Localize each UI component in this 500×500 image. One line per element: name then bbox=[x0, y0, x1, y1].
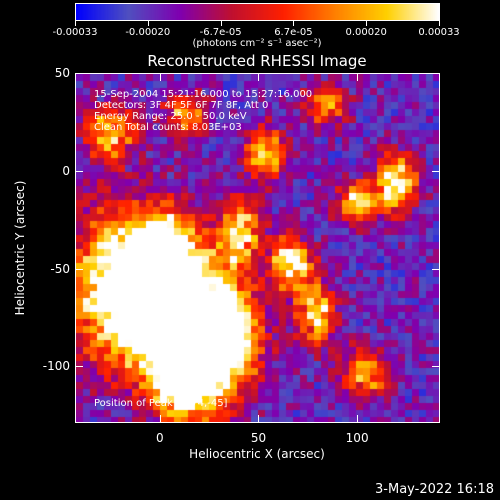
x-tick-mark bbox=[357, 415, 359, 423]
colorbar-tick bbox=[293, 20, 295, 26]
colorbar-tick-label: -0.00020 bbox=[125, 27, 171, 38]
y-tick-mark bbox=[432, 170, 440, 172]
x-tick-mark bbox=[159, 415, 161, 423]
y-tick-mark bbox=[75, 73, 83, 74]
x-tick-label: 100 bbox=[345, 431, 369, 445]
colorbar-tick bbox=[366, 20, 368, 26]
colorbar bbox=[75, 3, 440, 21]
x-tick-label: 50 bbox=[250, 431, 267, 445]
heatmap-image bbox=[76, 74, 439, 422]
timestamp: 3-May-2022 16:18 bbox=[375, 482, 494, 497]
annotation-time: 15-Sep-2004 15:21:16.000 to 15:27:16.000 bbox=[94, 89, 313, 100]
y-tick-mark bbox=[75, 268, 83, 270]
x-tick-mark bbox=[258, 73, 260, 81]
x-tick-mark bbox=[258, 415, 260, 423]
colorbar-tick-label: 0.00020 bbox=[345, 27, 387, 38]
colorbar-tick bbox=[75, 20, 76, 26]
colorbar-units: (photons cm⁻² s⁻¹ asec⁻²) bbox=[192, 38, 322, 49]
colorbar-gradient bbox=[76, 4, 439, 20]
colorbar-tick-label: 0.00033 bbox=[418, 27, 460, 38]
y-tick-mark bbox=[432, 268, 440, 270]
colorbar-tick-label: -6.7e-05 bbox=[199, 27, 242, 38]
y-tick-label: -100 bbox=[42, 359, 70, 374]
colorbar-tick bbox=[439, 20, 440, 26]
annotation-energy: Energy Range: 25.0 - 50.0 keV bbox=[94, 111, 247, 122]
y-tick-label: -50 bbox=[50, 261, 70, 276]
annotation-clean: Clean Total counts: 8.03E+03 bbox=[94, 122, 242, 133]
x-tick-mark bbox=[159, 73, 161, 81]
annotation-detectors: Detectors: 3F 4F 5F 6F 7F 8F, Att 0 bbox=[94, 100, 269, 111]
annotation-peak: Position of Peak = [74,-45] bbox=[94, 398, 228, 409]
colorbar-tick-label: 6.7e-05 bbox=[274, 27, 313, 38]
colorbar-tick-label: -0.00033 bbox=[52, 27, 98, 38]
y-tick-mark bbox=[432, 366, 440, 368]
x-axis-label: Heliocentric X (arcsec) bbox=[189, 447, 325, 461]
y-tick-label: 0 bbox=[62, 163, 70, 178]
plot-area: 15-Sep-2004 15:21:16.000 to 15:27:16.000… bbox=[75, 73, 440, 423]
y-tick-mark bbox=[432, 73, 440, 74]
plot-title: Reconstructed RHESSI Image bbox=[147, 52, 367, 70]
colorbar-tick bbox=[220, 20, 222, 26]
y-tick-label: 50 bbox=[54, 66, 70, 80]
colorbar-tick bbox=[147, 20, 149, 26]
x-tick-mark bbox=[357, 73, 359, 81]
colorbar-ticks bbox=[75, 20, 440, 26]
y-tick-mark bbox=[75, 366, 83, 368]
y-tick-mark bbox=[75, 170, 83, 172]
y-axis-label: Heliocentric Y (arcsec) bbox=[13, 180, 27, 316]
x-tick-label: 0 bbox=[156, 431, 164, 445]
